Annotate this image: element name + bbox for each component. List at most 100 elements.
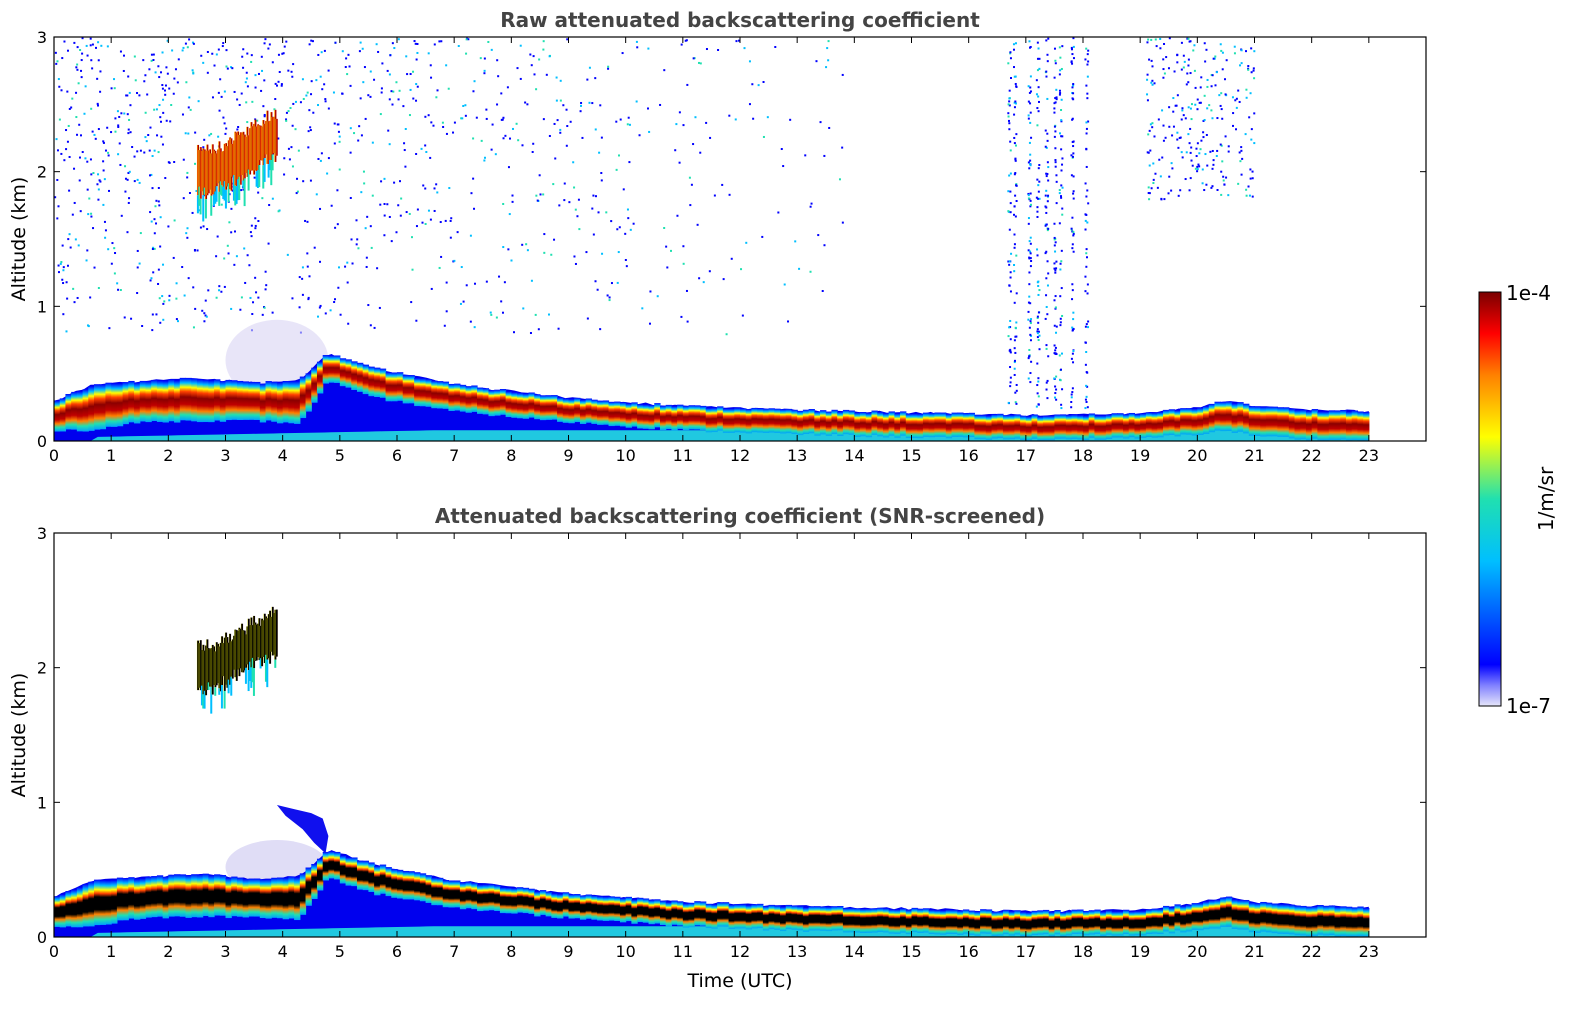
noise-dot — [798, 267, 801, 270]
noise-dot — [416, 42, 419, 45]
y-tick-label: 3 — [37, 524, 47, 543]
noise-dot — [1162, 124, 1165, 127]
noise-dot — [145, 140, 148, 143]
noise-dot — [1060, 98, 1063, 101]
noise-dot — [117, 288, 120, 291]
noise-dot — [1194, 103, 1197, 106]
noise-dot — [1220, 144, 1223, 147]
aerosol-strip — [482, 884, 490, 911]
cloud-strip — [246, 626, 249, 665]
noise-dot — [699, 151, 702, 154]
noise-dot — [594, 280, 597, 283]
noise-dot — [1085, 121, 1088, 124]
aerosol-strip — [191, 378, 198, 422]
aerosol-strip — [780, 906, 787, 932]
noise-dot — [1189, 40, 1192, 43]
noise-dot — [70, 106, 73, 109]
aerosol-strip — [419, 873, 427, 902]
noise-dot — [777, 211, 780, 214]
noise-dot — [96, 183, 99, 186]
noise-dot — [333, 142, 336, 145]
aerosol-layer — [54, 851, 1370, 937]
x-tick-label: 18 — [1073, 446, 1093, 465]
noise-dot — [66, 297, 69, 300]
noise-dot — [516, 67, 519, 70]
noise-dot — [261, 69, 264, 72]
noise-dot — [78, 179, 81, 182]
noise-dot — [1036, 57, 1039, 60]
noise-dot — [1241, 157, 1244, 160]
aerosol-strip — [922, 412, 930, 437]
noise-dot — [1224, 93, 1227, 96]
aerosol-strip — [928, 412, 935, 438]
noise-dot — [592, 233, 595, 236]
noise-dot — [1037, 86, 1040, 89]
noise-dot — [1036, 315, 1039, 318]
noise-dot — [61, 244, 64, 247]
noise-dot — [65, 148, 68, 151]
aerosol-strip — [1111, 413, 1118, 438]
cloud-strip — [268, 610, 272, 664]
noise-dot — [1176, 138, 1179, 141]
noise-dot — [592, 194, 595, 197]
noise-dot — [164, 84, 167, 87]
noise-dot — [670, 249, 673, 252]
aerosol-strip — [1042, 415, 1050, 441]
noise-dot — [211, 52, 214, 55]
noise-dot — [1193, 44, 1196, 47]
noise-dot — [310, 80, 313, 83]
noise-dot — [558, 204, 561, 207]
noise-dot — [206, 228, 209, 231]
noise-dot — [556, 119, 559, 122]
aerosol-strip — [111, 383, 118, 427]
noise-dot — [377, 50, 380, 53]
noise-dot — [334, 226, 337, 229]
aerosol-strip — [974, 414, 981, 440]
noise-dot — [1038, 57, 1041, 60]
aerosol-strip — [591, 399, 598, 424]
noise-dot — [422, 184, 425, 187]
noise-dot — [1044, 194, 1047, 197]
noise-dot — [1168, 106, 1171, 109]
noise-dot — [65, 129, 68, 132]
noise-dot — [1179, 136, 1182, 139]
aerosol-strip — [854, 412, 861, 437]
noise-dot — [1053, 262, 1056, 265]
noise-dot — [1162, 58, 1165, 61]
noise-dot — [1027, 117, 1030, 120]
noise-dot — [80, 69, 83, 72]
noise-dot — [92, 227, 95, 230]
aerosol-strip — [1191, 408, 1198, 436]
noise-dot — [507, 166, 510, 169]
noise-dot — [163, 89, 166, 92]
noise-dot — [175, 282, 178, 285]
aerosol-strip — [322, 851, 329, 881]
noise-dot — [268, 43, 271, 46]
x-tick-label: 7 — [449, 446, 459, 465]
aerosol-strip — [1254, 406, 1261, 436]
noise-dot — [1037, 95, 1040, 98]
noise-dot — [1072, 140, 1075, 143]
noise-dot — [168, 299, 171, 302]
noise-dot — [263, 306, 266, 309]
aerosol-strip — [1300, 905, 1307, 936]
aerosol-strip — [59, 398, 67, 432]
noise-dot — [281, 52, 284, 55]
cloud-strip — [272, 116, 276, 154]
noise-dot — [86, 160, 89, 163]
y-tick-label: 2 — [37, 163, 47, 182]
y-axis-label: Altitude (km) — [8, 177, 30, 302]
noise-dot — [291, 165, 294, 168]
noise-dot — [530, 279, 533, 282]
aerosol-strip — [65, 891, 72, 927]
noise-dot — [1036, 362, 1039, 365]
cloud-strip — [274, 109, 277, 162]
aerosol-strip — [1105, 910, 1113, 935]
cloud-strip — [207, 648, 210, 683]
noise-dot — [1060, 352, 1063, 355]
noise-dot — [1058, 73, 1061, 76]
noise-dot — [599, 328, 602, 331]
aerosol-strip — [488, 390, 495, 417]
noise-dot — [260, 55, 263, 58]
noise-dot — [621, 52, 624, 55]
